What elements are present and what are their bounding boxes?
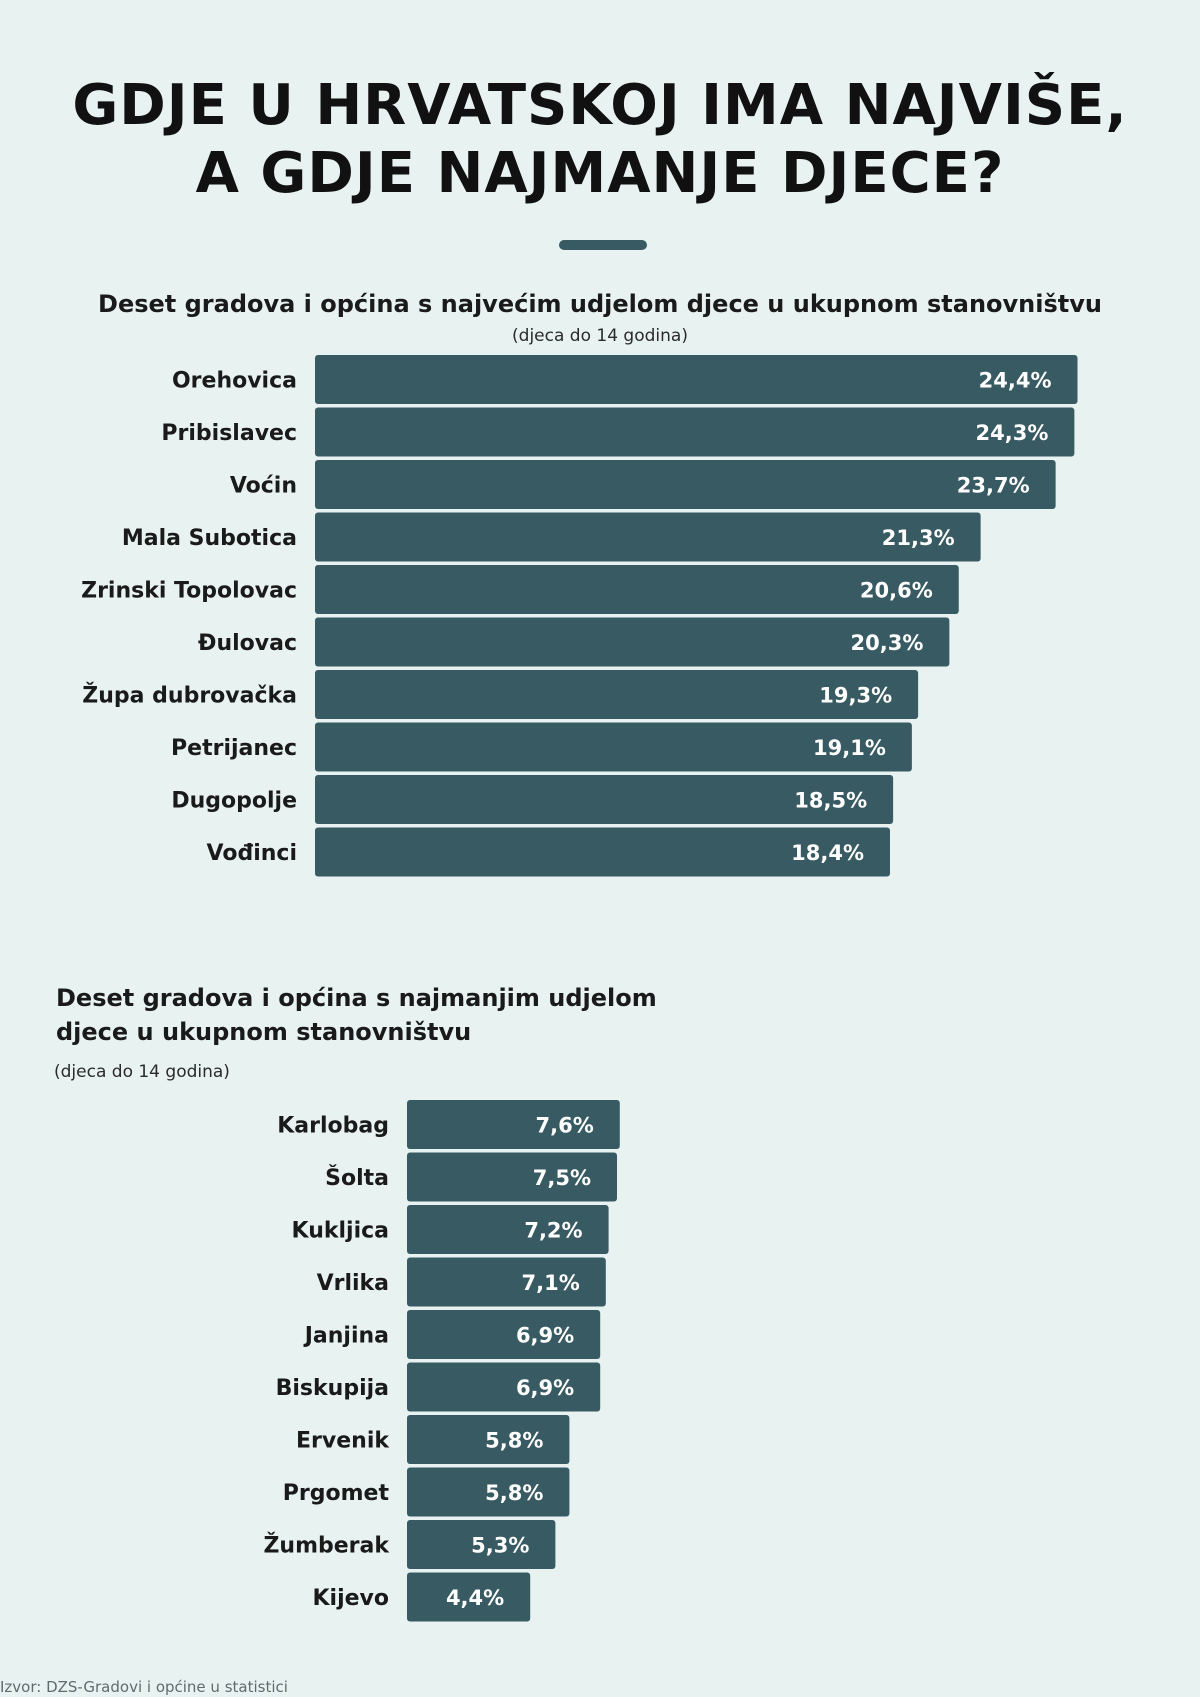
top-bar-chart: Orehovica 24,4% Pribislavec 24,3% Voćin 23,7%…: [81, 355, 1078, 877]
bar-row: Zrinski Topolovac 20,6%: [81, 565, 959, 614]
category-label: Petrijanec: [171, 736, 297, 761]
category-label: Prgomet: [283, 1481, 390, 1506]
value-label: 5,3%: [471, 1534, 529, 1558]
bar-row: Žumberak 5,3%: [263, 1520, 556, 1569]
value-label: 21,3%: [882, 526, 955, 550]
category-label: Vrlika: [317, 1271, 389, 1296]
value-label: 23,7%: [957, 474, 1030, 498]
bar-row: Vrlika 7,1%: [317, 1257, 606, 1307]
category-label: Janjina: [303, 1324, 389, 1349]
bar-row: Orehovica 24,4%: [172, 355, 1078, 404]
category-label: Vođinci: [207, 841, 297, 866]
bar-row: Mala Subotica 21,3%: [122, 512, 981, 562]
value-label: 5,8%: [485, 1429, 543, 1453]
value-label: 24,4%: [979, 369, 1052, 393]
bar: [315, 670, 919, 719]
bar: [315, 617, 950, 667]
bar: [407, 1310, 601, 1359]
category-label: Žumberak: [263, 1533, 390, 1559]
category-label: Ervenik: [296, 1429, 390, 1454]
value-label: 6,9%: [516, 1376, 574, 1400]
bar-row: Janjina 6,9%: [303, 1310, 601, 1359]
category-label: Biskupija: [276, 1376, 389, 1401]
category-label: Kijevo: [312, 1586, 389, 1611]
title-divider: [559, 240, 647, 250]
bar-row: Đulovac 20,3%: [198, 617, 950, 667]
bottom-chart-title-line-1: Deset gradova i općina s najmanjim udjel…: [56, 984, 657, 1012]
value-label: 19,3%: [819, 684, 892, 708]
bar: [407, 1362, 601, 1412]
value-label: 7,5%: [533, 1166, 591, 1190]
bar-row: Voćin 23,7%: [230, 460, 1056, 509]
value-label: 18,5%: [794, 789, 867, 813]
bar: [407, 1257, 606, 1307]
bar: [315, 722, 912, 772]
category-label: Đulovac: [198, 631, 297, 656]
page-title: GDJE U HRVATSKOJ IMA NAJVIŠE, A GDJE NAJ…: [0, 72, 1200, 208]
value-label: 4,4%: [446, 1586, 504, 1610]
bar-row: Šolta 7,5%: [325, 1152, 617, 1202]
bar-row: Petrijanec 19,1%: [171, 722, 912, 772]
bar: [315, 827, 890, 877]
value-label: 7,6%: [536, 1114, 594, 1138]
bottom-bar-chart: Karlobag 7,6% Šolta 7,5% Kukljica 7,2% Vrlika 7…: [263, 1100, 620, 1622]
top-chart-subtitle: (djeca do 14 godina): [512, 326, 688, 346]
bar: [407, 1100, 620, 1149]
bar: [315, 512, 981, 562]
category-label: Voćin: [230, 474, 297, 499]
value-label: 19,1%: [813, 736, 886, 760]
bar: [315, 775, 894, 824]
bar: [407, 1205, 609, 1254]
bar-row: Vođinci 18,4%: [207, 827, 890, 877]
bar: [407, 1467, 570, 1517]
category-label: Dugopolje: [171, 789, 297, 814]
category-label: Pribislavec: [161, 421, 297, 446]
bar: [407, 1152, 617, 1202]
value-label: 6,9%: [516, 1324, 574, 1348]
bar: [407, 1415, 570, 1464]
bar: [407, 1572, 531, 1622]
bar-row: Kukljica 7,2%: [292, 1205, 609, 1254]
category-label: Orehovica: [172, 369, 297, 394]
bottom-chart-title: Deset gradova i općina s najmanjim udjel…: [56, 981, 856, 1049]
category-label: Šolta: [325, 1165, 389, 1191]
bar: [315, 565, 959, 614]
category-label: Mala Subotica: [122, 526, 297, 551]
value-label: 18,4%: [791, 841, 864, 865]
bar-row: Dugopolje 18,5%: [171, 775, 894, 824]
value-label: 7,1%: [522, 1271, 580, 1295]
bar-row: Kijevo 4,4%: [312, 1572, 531, 1622]
bottom-chart-title-line-2: djece u ukupnom stanovništvu: [56, 1018, 472, 1046]
bar: [407, 1520, 556, 1569]
category-label: Župa dubrovačka: [82, 683, 297, 709]
top-chart-title: Deset gradova i općina s najvećim udjelo…: [98, 290, 1102, 318]
value-label: 5,8%: [485, 1481, 543, 1505]
page-title-line-2: A GDJE NAJMANJE DJECE?: [195, 141, 1005, 206]
bar: [315, 407, 1075, 457]
category-label: Kukljica: [292, 1219, 389, 1244]
value-label: 24,3%: [976, 421, 1049, 445]
bar-row: Pribislavec 24,3%: [161, 407, 1075, 457]
bar: [315, 460, 1056, 509]
page-title-line-1: GDJE U HRVATSKOJ IMA NAJVIŠE,: [72, 73, 1128, 138]
category-label: Karlobag: [277, 1114, 389, 1139]
bar-row: Ervenik 5,8%: [296, 1415, 570, 1464]
value-label: 20,6%: [860, 579, 933, 603]
bar: [315, 355, 1078, 404]
bar-row: Župa dubrovačka 19,3%: [82, 670, 919, 719]
category-label: Zrinski Topolovac: [81, 579, 297, 604]
value-label: 7,2%: [524, 1219, 582, 1243]
bar-row: Prgomet 5,8%: [283, 1467, 570, 1517]
bar-row: Biskupija 6,9%: [276, 1362, 601, 1412]
value-label: 20,3%: [851, 631, 924, 655]
bottom-chart-subtitle: (djeca do 14 godina): [54, 1062, 230, 1082]
bar-row: Karlobag 7,6%: [277, 1100, 620, 1149]
source-note: Izvor: DZS-Gradovi i općine u statistici: [0, 1678, 288, 1696]
